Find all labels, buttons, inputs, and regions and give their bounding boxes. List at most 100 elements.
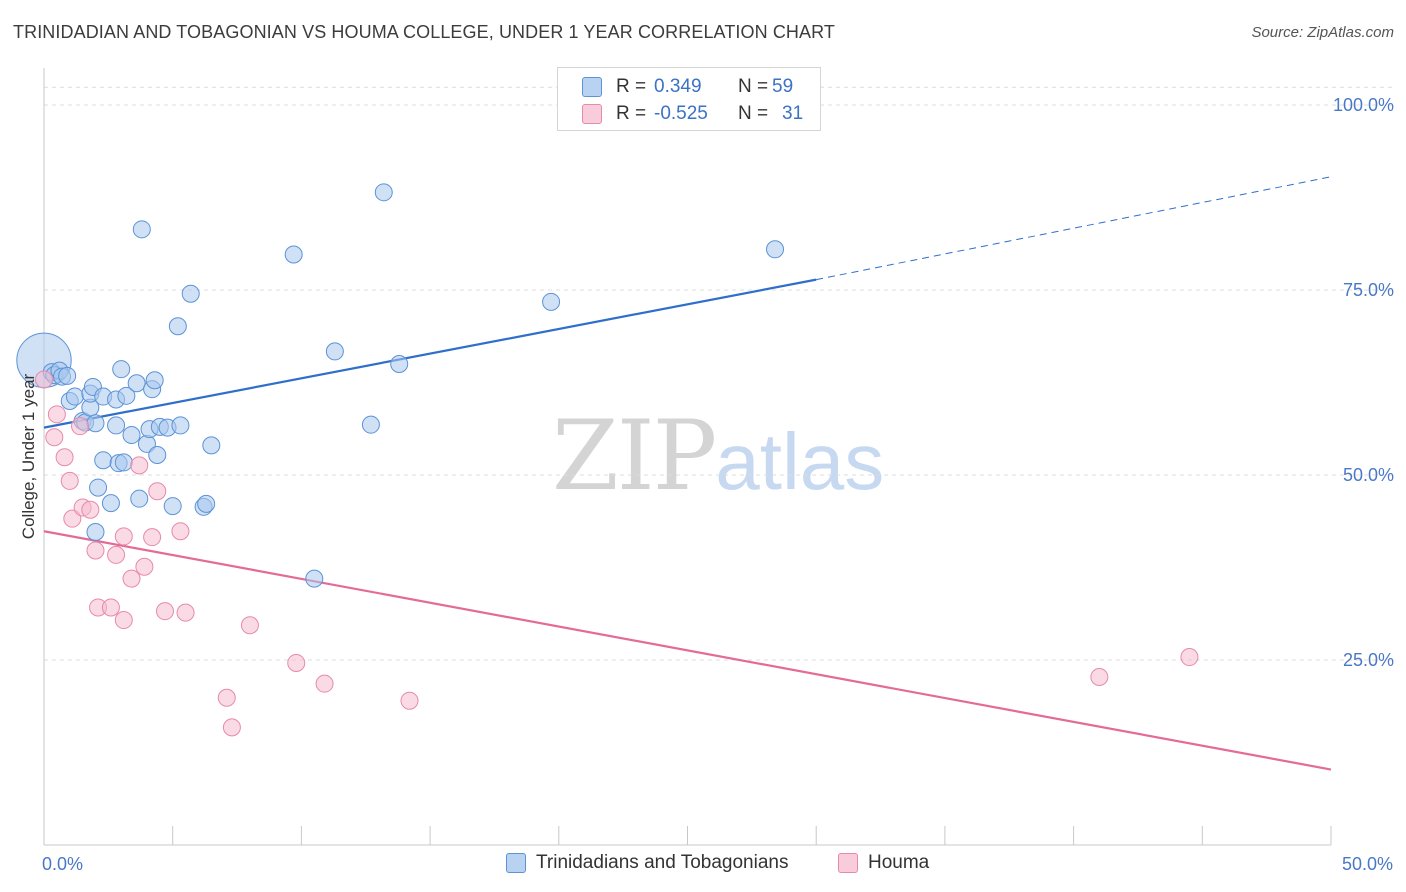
watermark-zip: ZIP xyxy=(552,400,717,512)
legend-r-label: R = xyxy=(616,103,647,124)
legend-r-value: -0.525 xyxy=(654,103,708,124)
point-houma xyxy=(130,456,149,475)
point-houma xyxy=(63,509,82,528)
point-houma xyxy=(155,602,174,621)
legend-n-value: 31 xyxy=(782,103,804,124)
point-trinidadian xyxy=(94,451,113,470)
point-houma xyxy=(1180,648,1199,667)
legend-swatch-blue xyxy=(582,77,602,97)
point-trinidadian xyxy=(112,360,131,379)
point-trinidadian xyxy=(390,355,409,373)
point-trinidadian xyxy=(148,446,167,465)
point-trinidadian xyxy=(171,416,190,435)
point-trinidadian xyxy=(181,284,200,303)
y-tick-label: 75.0% xyxy=(1343,280,1394,300)
point-trinidadian xyxy=(86,522,105,541)
trend-line-houma xyxy=(43,530,1332,771)
legend-row-trinidadian: R = 0.349 N = 59 xyxy=(582,75,793,99)
point-houma xyxy=(176,603,195,622)
grid xyxy=(44,86,1392,661)
point-houma xyxy=(45,428,64,447)
legend-r-value: 0.349 xyxy=(654,76,702,97)
point-houma xyxy=(81,500,100,519)
trend-line-trinidadian xyxy=(43,278,817,429)
y-tick-label: 25.0% xyxy=(1343,650,1394,670)
bottom-legend-trinidadian: Trinidadians and Tobagonians xyxy=(506,852,788,874)
point-houma xyxy=(107,545,126,564)
point-trinidadian xyxy=(107,416,126,435)
bottom-legend-swatch-blue xyxy=(506,853,526,873)
point-houma xyxy=(148,482,167,501)
point-trinidadian xyxy=(101,494,120,513)
point-houma xyxy=(135,557,154,576)
legend-row-houma: R = -0.525 N = 31 xyxy=(582,102,803,126)
point-houma xyxy=(71,417,90,436)
stats-legend: R = 0.349 N = 59 R = -0.525 N = 31 xyxy=(557,67,821,131)
point-houma xyxy=(55,448,74,467)
point-trinidadian xyxy=(284,245,303,264)
point-trinidadian xyxy=(117,386,136,405)
legend-n-label: N = xyxy=(738,76,769,97)
point-houma xyxy=(287,653,306,672)
point-houma xyxy=(143,528,162,547)
point-trinidadian xyxy=(202,436,221,455)
legend-swatch-pink xyxy=(582,104,602,124)
point-trinidadian xyxy=(89,478,108,497)
legend-n-label: N = xyxy=(738,103,769,124)
point-trinidadian xyxy=(130,489,149,508)
point-trinidadian xyxy=(145,371,164,390)
trend-lines xyxy=(43,176,1332,771)
point-trinidadian xyxy=(374,183,393,202)
point-houma xyxy=(217,688,236,707)
point-trinidadian xyxy=(114,453,133,472)
y-axis-title: College, Under 1 year xyxy=(19,373,38,539)
point-houma xyxy=(35,370,53,389)
point-trinidadian xyxy=(168,317,187,336)
point-houma xyxy=(400,691,419,710)
point-trinidadian xyxy=(163,497,182,516)
point-trinidadian xyxy=(58,366,77,385)
axes xyxy=(43,68,1332,846)
chart-title: TRINIDADIAN AND TOBAGONIAN VS HOUMA COLL… xyxy=(13,22,835,42)
point-houma xyxy=(114,527,133,546)
bottom-legend-label: Houma xyxy=(868,852,930,873)
y-tick-label: 50.0% xyxy=(1343,465,1394,485)
bottom-legend-label: Trinidadians and Tobagonians xyxy=(536,852,789,873)
point-trinidadian xyxy=(766,240,785,259)
point-trinidadian xyxy=(305,569,324,588)
point-trinidadian xyxy=(325,342,344,361)
point-houma xyxy=(101,598,120,617)
point-trinidadian xyxy=(361,415,380,434)
point-trinidadian xyxy=(127,374,146,393)
legend-n-value: 59 xyxy=(772,76,794,97)
legend-r-label: R = xyxy=(616,76,647,97)
point-houma xyxy=(47,405,66,424)
point-houma xyxy=(122,569,141,588)
point-trinidadian xyxy=(197,494,216,513)
y-tick-label: 100.0% xyxy=(1333,95,1394,115)
point-houma xyxy=(86,541,105,560)
point-trinidadian xyxy=(86,414,105,433)
point-houma xyxy=(60,471,79,490)
source-label: Source: ZipAtlas.com xyxy=(1251,24,1394,41)
point-houma xyxy=(315,674,334,693)
x-tick-label: 50.0% xyxy=(1342,854,1393,874)
trend-line-extension xyxy=(816,176,1332,281)
point-houma xyxy=(240,616,259,635)
zipatlas-watermark: ZIPatlas xyxy=(552,400,884,512)
point-houma xyxy=(1090,668,1109,687)
bottom-legend-swatch-pink xyxy=(838,853,858,873)
point-houma xyxy=(222,718,241,737)
data-points xyxy=(16,183,1199,737)
point-trinidadian xyxy=(132,220,151,239)
watermark-atlas: atlas xyxy=(715,417,885,506)
point-trinidadian xyxy=(65,387,84,406)
point-houma xyxy=(171,522,190,541)
point-houma xyxy=(114,611,133,630)
bottom-legend-houma: Houma xyxy=(838,852,929,874)
point-trinidadian xyxy=(542,292,561,311)
axis-labels: 25.0% 50.0% 75.0% 100.0% 0.0% 50.0% College, U… xyxy=(19,95,1394,874)
point-trinidadian xyxy=(122,426,141,445)
x-tick-label: 0.0% xyxy=(42,854,83,874)
